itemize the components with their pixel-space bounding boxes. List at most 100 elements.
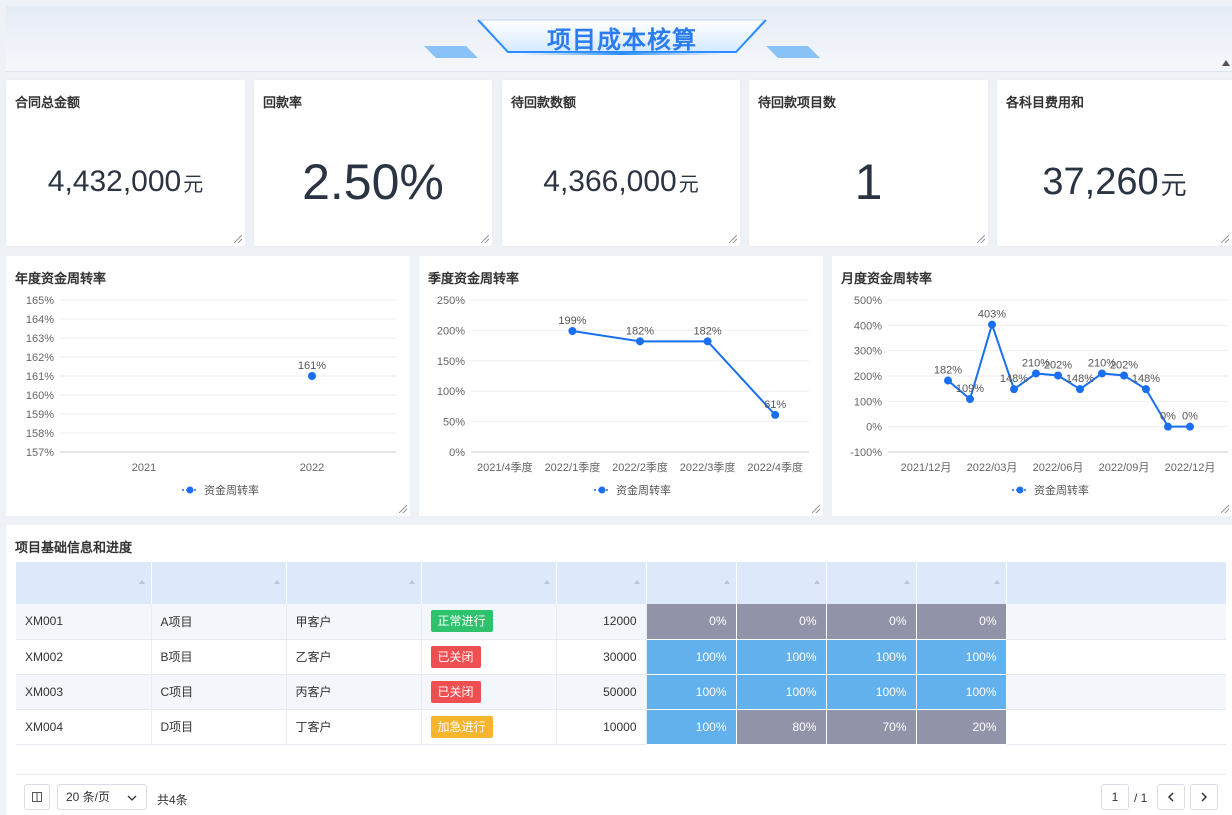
column-header[interactable] (421, 562, 557, 604)
sort-icon[interactable] (903, 580, 910, 584)
x-tick-label: 2022/2季度 (612, 460, 668, 474)
data-label: 199% (558, 315, 586, 327)
column-header[interactable] (556, 562, 647, 604)
table-row[interactable]: XM003 C项目 丙客户 已关闭 50000 100% 100% 100% 1… (16, 674, 1226, 710)
x-tick-label: 2022/1季度 (545, 460, 601, 474)
legend-marker (1016, 486, 1024, 494)
x-tick-label: 2022/09月 (1099, 462, 1150, 474)
total-count: 共4条 (157, 793, 188, 807)
cell-progress: 100% (646, 709, 737, 745)
x-tick-label: 2021 (132, 462, 156, 474)
legend-label: 资金周转率 (616, 483, 671, 497)
resize-handle-icon[interactable] (729, 235, 737, 243)
collapse-arrow-icon[interactable] (1222, 60, 1230, 66)
next-page-button[interactable] (1190, 784, 1218, 810)
y-tick-label: 50% (443, 417, 465, 429)
sort-icon[interactable] (723, 580, 730, 584)
sort-icon[interactable] (813, 580, 820, 584)
x-tick-label: 2021/12月 (901, 462, 952, 474)
data-point (1120, 371, 1128, 380)
header-title-frame: 项目成本核算 (420, 12, 824, 70)
title-decoration (424, 19, 820, 58)
sort-icon[interactable] (993, 580, 1000, 584)
data-point (703, 337, 712, 346)
sort-icon[interactable] (543, 580, 550, 584)
cell-status: 加急进行 (421, 709, 557, 745)
kpi-card-pending-projects: 待回款项目数 1 (749, 80, 988, 246)
resize-handle-icon[interactable] (234, 235, 242, 243)
table-row[interactable]: XM001 A项目 甲客户 正常进行 12000 0% 0% 0% 0% (16, 604, 1226, 640)
kpi-title: 待回款项目数 (758, 95, 837, 110)
resize-handle-icon[interactable] (1221, 235, 1229, 243)
column-header[interactable] (736, 562, 827, 604)
column-header[interactable] (16, 562, 152, 604)
cell-progress: 80% (736, 709, 827, 745)
page-size-select[interactable]: 20 条/页 (57, 784, 147, 810)
column-settings-button[interactable] (24, 784, 50, 810)
page-number-input[interactable]: 1 (1101, 784, 1129, 810)
data-label: 202% (1044, 359, 1072, 371)
kpi-value: 2.50% (302, 154, 444, 210)
column-header-filler (1006, 562, 1227, 604)
sort-icon[interactable] (138, 580, 145, 584)
y-tick-label: 158% (26, 428, 54, 440)
cell-progress: 0% (916, 604, 1007, 640)
y-tick-label: 0% (866, 422, 882, 434)
legend: 资金周转率 (1012, 483, 1089, 497)
sort-icon[interactable] (633, 580, 640, 584)
sort-icon[interactable] (273, 580, 280, 584)
y-tick-label: 250% (437, 295, 465, 307)
x-tick-label: 2022 (300, 462, 324, 474)
chart-title: 月度资金周转率 (841, 271, 933, 286)
status-badge: 正常进行 (430, 610, 493, 633)
sort-icon[interactable] (408, 580, 415, 584)
y-tick-label: 159% (26, 409, 54, 421)
y-tick-label: 161% (26, 371, 54, 383)
data-label: 0% (1182, 411, 1198, 423)
resize-handle-icon[interactable] (812, 505, 820, 513)
legend-marker (598, 486, 606, 494)
cell-name: D项目 (151, 709, 287, 745)
column-header[interactable] (151, 562, 287, 604)
y-tick-label: 164% (26, 314, 54, 326)
table-row[interactable]: XM004 D项目 丁客户 加急进行 10000 100% 80% 70% 20… (16, 709, 1226, 745)
x-tick-label: 2022/06月 (1033, 462, 1084, 474)
legend: 资金周转率 (594, 483, 671, 497)
resize-handle-icon[interactable] (1221, 505, 1229, 513)
resize-handle-icon[interactable] (977, 235, 985, 243)
cell-progress: 100% (826, 639, 917, 675)
chart-card-annual: 年度资金周转率 157% 158% 159% 160% 161% 162% 163% 164%… (6, 256, 410, 516)
page-title: 项目成本核算 (547, 27, 697, 54)
legend-label: 资金周转率 (1034, 483, 1089, 497)
cell-amount: 30000 (556, 639, 647, 675)
y-tick-label: -100% (850, 447, 882, 459)
annual-turnover-chart: 157% 158% 159% 160% 161% 162% 163% 164% 165% 2021… (26, 295, 396, 497)
column-header[interactable] (646, 562, 737, 604)
kpi-title: 待回款数额 (511, 95, 577, 110)
column-header[interactable] (826, 562, 917, 604)
cell-status: 正常进行 (421, 604, 557, 640)
y-tick-label: 0% (449, 447, 465, 459)
cell-customer: 甲客户 (286, 604, 422, 640)
cell-amount: 12000 (556, 604, 647, 640)
x-tick-label: 2021/4季度 (477, 460, 533, 474)
cell-filler (1006, 709, 1226, 745)
column-header[interactable] (286, 562, 422, 604)
data-point (1032, 369, 1040, 378)
data-point (568, 327, 577, 336)
kpi-card-pending-amount: 待回款数额 4,366,000 元 (502, 80, 740, 246)
data-label: 202% (1110, 359, 1138, 371)
cell-progress: 0% (736, 604, 827, 640)
prev-page-button[interactable] (1157, 784, 1185, 810)
column-header[interactable] (916, 562, 1007, 604)
pagination-bar: 20 条/页 共4条 1 / 1 (16, 774, 1226, 814)
resize-handle-icon[interactable] (399, 505, 407, 513)
table-row[interactable]: XM002 B项目 乙客户 已关闭 30000 100% 100% 100% 1… (16, 639, 1226, 675)
kpi-title: 回款率 (263, 95, 303, 110)
cell-progress: 0% (646, 604, 737, 640)
monthly-turnover-chart: -100% 0% 100% 200% 300% 400% 500% 2021/12月 2022/… (850, 295, 1228, 497)
series-line (572, 330, 776, 416)
resize-handle-icon[interactable] (481, 235, 489, 243)
data-label: 403% (978, 309, 1006, 321)
cell-customer: 丙客户 (286, 674, 422, 710)
